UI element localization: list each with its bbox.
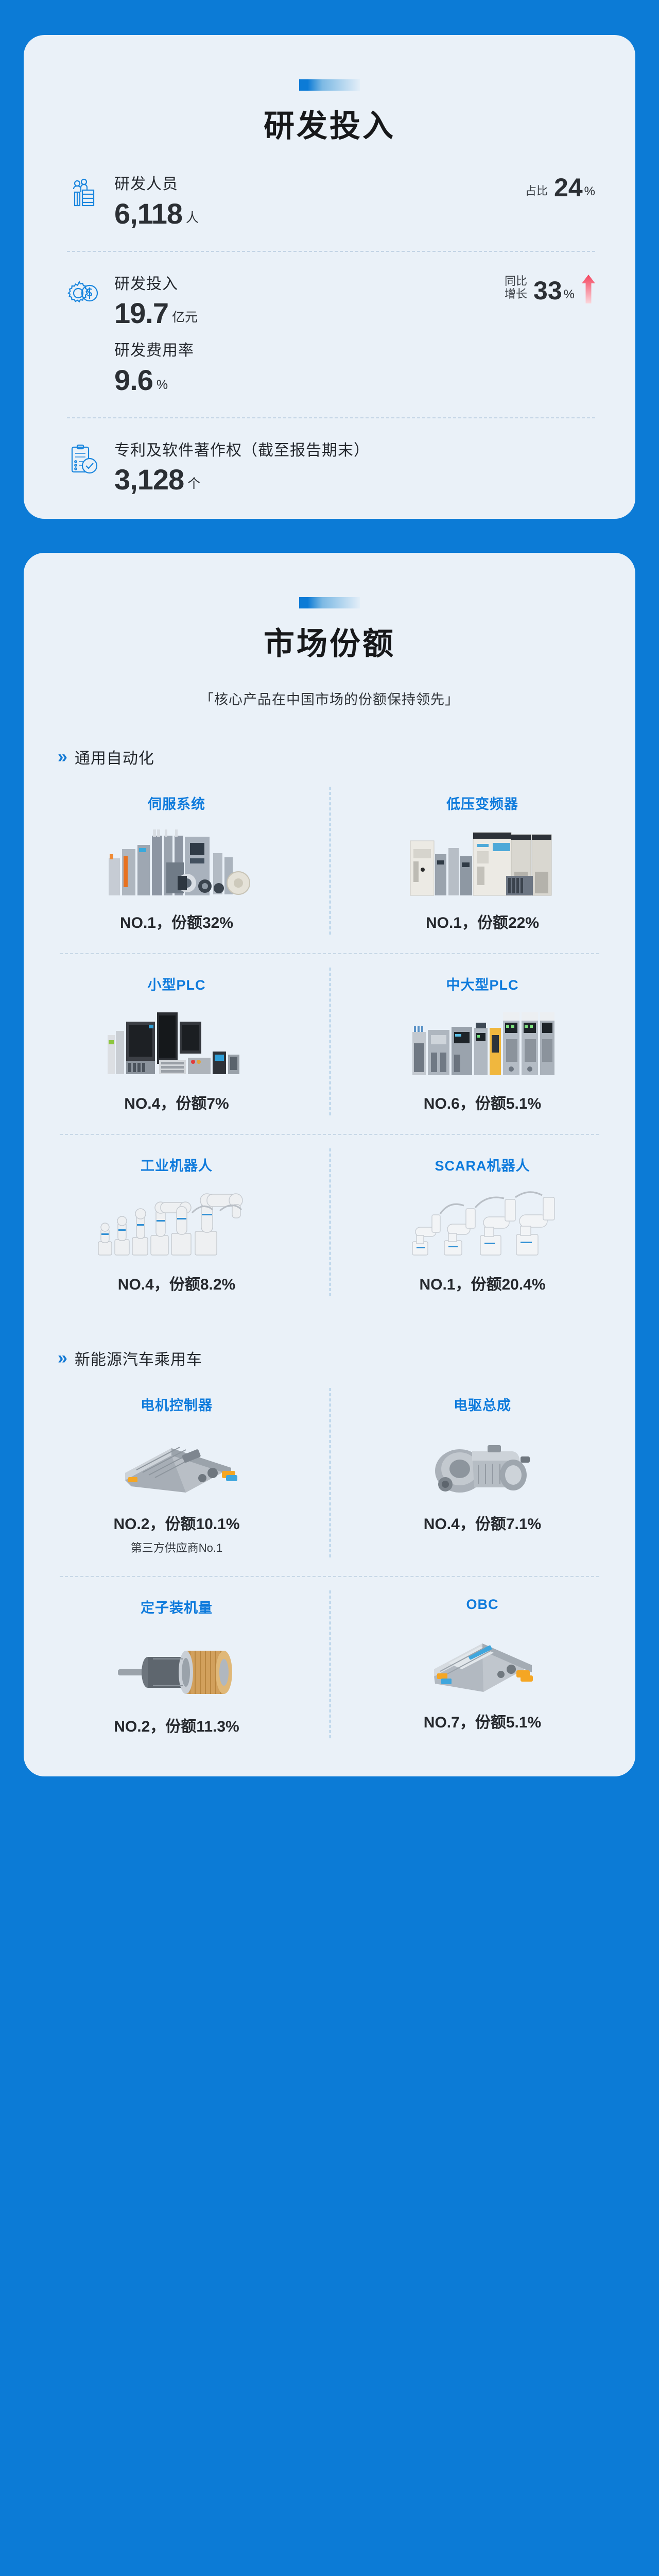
rd-value: 19.7 <box>114 297 169 329</box>
rd-side-value: 24 <box>554 173 583 202</box>
rd-row-investment: 研发投入 19.7 亿元 研发费用率 9.6 % 同比 增长 33 % <box>24 250 635 395</box>
stator-photo <box>39 1626 314 1703</box>
rd-unit: 人 <box>186 210 199 225</box>
large-plc-photo <box>345 1003 620 1080</box>
product-stat: NO.1，份额20.4% <box>419 1276 546 1293</box>
small-plc-photo <box>39 1003 314 1080</box>
product-name: 工业机器人 <box>141 1158 213 1174</box>
lv-inverter-photo <box>345 822 620 900</box>
product-stat: NO.7，份额5.1% <box>423 1714 542 1731</box>
product-note: 第三方供应商No.1 <box>130 1541 223 1554</box>
category-name: 新能源汽车乘用车 <box>74 1351 202 1368</box>
rd-investment-card: 研发投入 研发人员 6,118 人 <box>24 35 635 519</box>
obc-photo <box>345 1622 620 1699</box>
title-accent-bar <box>299 79 360 91</box>
rd-unit: 亿元 <box>172 310 198 325</box>
rd-sub-metric: 研发费用率 9.6 % <box>114 341 490 395</box>
product-cell-industrial-robot: 工业机器人 <box>24 1135 330 1310</box>
product-stat: NO.4，份额7.1% <box>423 1516 542 1533</box>
patent-clipboard-icon <box>67 443 100 476</box>
product-cell-large-plc: 中大型PLC <box>330 954 635 1129</box>
page-title: 研发投入 <box>264 109 395 143</box>
rd-side-label: 同比 增长 <box>505 274 528 300</box>
product-cell-lv-inverter: 低压变频器 <box>330 773 635 948</box>
up-arrow-icon <box>582 275 595 304</box>
rd-row-patents: 专利及软件著作权（截至报告期末） 3,128 个 <box>24 417 635 495</box>
scara-robot-photo <box>345 1184 620 1261</box>
rd-sub-value: 9.6 <box>114 363 153 396</box>
rd-label: 研发投入 <box>114 275 178 293</box>
product-stat: NO.1，份额22% <box>425 914 540 931</box>
rd-side-metric: 同比 增长 33 % <box>490 275 595 304</box>
rd-side-value: 33 <box>533 276 562 306</box>
category-name: 通用自动化 <box>74 750 154 767</box>
product-cell-small-plc: 小型PLC <box>24 954 330 1129</box>
product-cell-edrive: 电驱总成 N <box>330 1375 635 1571</box>
rd-row-personnel: 研发人员 6,118 人 占比 24 % <box>24 175 635 228</box>
rd-side-label: 占比 <box>525 184 548 197</box>
gear-dollar-icon <box>67 277 100 310</box>
product-name: 定子装机量 <box>141 1600 213 1616</box>
product-grid-general-automation: 伺服系统 <box>24 773 635 1310</box>
rd-side-unit: % <box>584 184 595 198</box>
product-name: 伺服系统 <box>148 796 205 812</box>
product-cell-stator: 定子装机量 <box>24 1577 330 1752</box>
product-cell-motor-controller: 电机控制器 NO.2，份额10.1 <box>24 1375 330 1571</box>
people-chart-icon <box>67 177 100 210</box>
grid-row-divider <box>60 1134 599 1135</box>
grid-row-divider <box>60 953 599 954</box>
product-name: OBC <box>466 1597 499 1612</box>
product-stat: NO.1，份额32% <box>119 914 234 931</box>
product-stat: NO.4，份额7% <box>124 1095 229 1112</box>
rd-label: 研发人员 <box>114 176 178 193</box>
product-cell-obc: OBC <box>330 1577 635 1752</box>
rd-value: 6,118 <box>114 197 183 230</box>
rd-side-metric: 占比 24 % <box>511 175 595 200</box>
product-stat: NO.4，份额8.2% <box>117 1276 236 1293</box>
product-name: SCARA机器人 <box>435 1158 530 1174</box>
category-header-general-automation: » 通用自动化 <box>24 745 635 768</box>
rd-label: 专利及软件著作权（截至报告期末） <box>114 442 370 459</box>
market-share-subtitle: 「核心产品在中国市场的份额保持领先」 <box>200 692 459 707</box>
product-stat: NO.2，份额11.3% <box>114 1718 239 1735</box>
grid-row-divider <box>60 1576 599 1577</box>
product-grid-nev: 电机控制器 NO.2，份额10.1 <box>24 1375 635 1752</box>
servo-system-photo <box>39 822 314 900</box>
edrive-assembly-photo <box>345 1423 620 1501</box>
motor-controller-photo <box>39 1423 314 1501</box>
industrial-robot-photo <box>39 1184 314 1261</box>
market-share-card: 市场份额 「核心产品在中国市场的份额保持领先」 » 通用自动化 伺服系统 <box>24 553 635 1776</box>
market-share-title: 市场份额 <box>264 626 395 661</box>
product-stat: NO.6，份额5.1% <box>423 1095 542 1112</box>
rd-sub-unit: % <box>156 377 168 392</box>
product-name: 低压变频器 <box>446 796 518 812</box>
product-name: 中大型PLC <box>446 977 519 993</box>
rd-sub-label: 研发费用率 <box>114 342 194 359</box>
product-cell-scara-robot: SCARA机器人 <box>330 1135 635 1310</box>
rd-value: 3,128 <box>114 463 184 496</box>
product-name: 小型PLC <box>147 977 206 993</box>
title-accent-bar <box>299 597 360 608</box>
rd-unit: 个 <box>187 477 201 491</box>
rd-metric-list: 研发人员 6,118 人 占比 24 % <box>24 175 635 494</box>
product-stat: NO.2，份额10.1% <box>113 1516 240 1533</box>
category-header-nev: » 新能源汽车乘用车 <box>24 1347 635 1369</box>
double-chevron-icon: » <box>58 747 67 767</box>
double-chevron-icon: » <box>58 1348 67 1368</box>
product-cell-servo: 伺服系统 <box>24 773 330 948</box>
product-name: 电机控制器 <box>141 1398 213 1413</box>
rd-side-unit: % <box>563 287 575 302</box>
product-name: 电驱总成 <box>454 1398 511 1413</box>
